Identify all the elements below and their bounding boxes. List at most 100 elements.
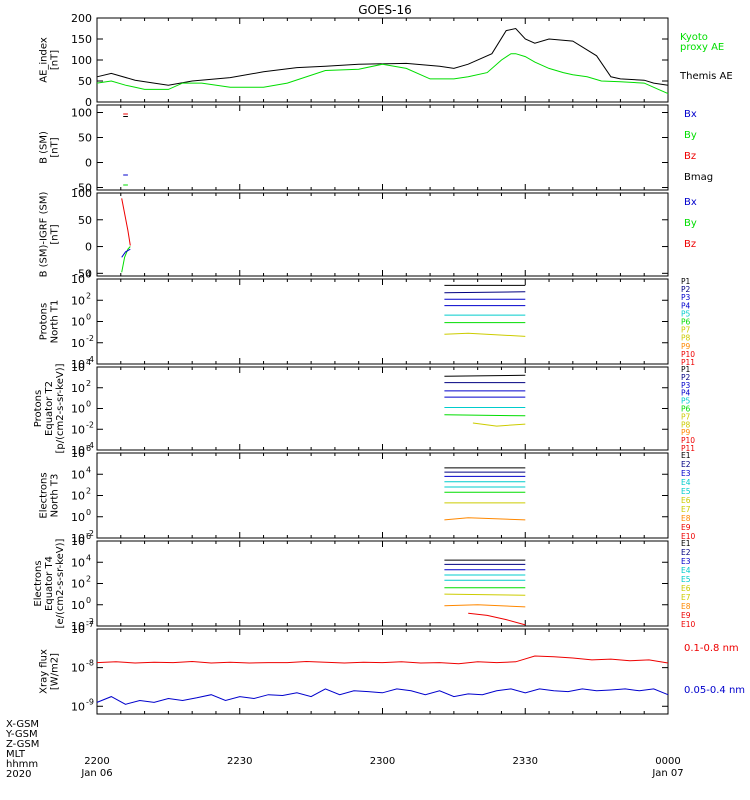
y-tick-exponent: 4 <box>86 465 91 474</box>
y-axis-label: Electrons <box>33 560 44 606</box>
panel-frame <box>96 540 669 627</box>
legend-entry: By <box>684 218 697 229</box>
panel-b-sm-igrf: -50 0 50 100 B (SM)-IGRF (SM) [nT] Bx By Bz <box>39 187 697 280</box>
y-tick-label: 50 <box>78 75 92 88</box>
y-tick-exponent: 4 <box>86 553 91 562</box>
y-tick-label: 10 <box>71 447 85 460</box>
y-tick-label: 10 <box>71 662 85 675</box>
y-axis-label: Equator T2 <box>44 381 55 436</box>
legend-entry: P8 <box>681 334 691 343</box>
y-tick-exponent: 0 <box>86 596 91 605</box>
series-p7 <box>472 422 526 427</box>
legend-entry: P2 <box>681 285 691 294</box>
legend-entry: Bz <box>684 239 696 250</box>
y-tick-label: -50 <box>74 182 92 195</box>
y-tick-exponent: 0 <box>86 508 91 517</box>
legend-entry: E8 <box>681 514 691 523</box>
y-tick-exponent: -4 <box>86 441 94 450</box>
y-tick-label: 10 <box>71 623 85 636</box>
legend-entry: P4 <box>681 301 691 310</box>
legend-entry: P1 <box>681 365 691 374</box>
series-e9 <box>468 612 526 626</box>
series-by <box>121 246 131 273</box>
y-tick-label: 10 <box>71 294 85 307</box>
legend-entry: Bx <box>684 109 697 120</box>
y-axis-label: AE_index <box>39 37 50 83</box>
legend-entry: E9 <box>681 523 691 532</box>
y-tick-exponent: -9 <box>86 697 94 706</box>
y-tick-exponent: 0 <box>86 400 91 409</box>
y-tick-label: 10 <box>71 337 85 350</box>
y-tick-label: 10 <box>71 599 85 612</box>
legend-entry: E5 <box>681 575 691 584</box>
legend-entry: P9 <box>681 342 691 351</box>
time-tick-date: Jan 06 <box>80 768 112 779</box>
y-axis-label: [nT] <box>50 50 61 70</box>
y-tick-exponent: 2 <box>86 487 91 496</box>
legend-entry: E6 <box>681 496 691 505</box>
legend-entry: P2 <box>681 373 691 382</box>
y-tick-label: 10 <box>71 535 85 548</box>
panel-frame <box>96 278 669 365</box>
y-tick-exponent: -2 <box>86 529 94 538</box>
series-p7 <box>444 332 526 337</box>
y-tick-label: 10 <box>71 316 85 329</box>
y-tick-exponent: 2 <box>86 379 91 388</box>
y-axis-label: Protons <box>39 303 50 340</box>
legend-entry: E7 <box>681 505 691 514</box>
y-tick-exponent: 4 <box>86 358 91 367</box>
panel-b-sm: -50 0 50 100 B (SM) [nT] Bx By Bz Bmag <box>39 104 713 195</box>
y-axis-label: North T3 <box>50 474 61 518</box>
legend-entry: Kyoto <box>680 32 708 43</box>
series-e8 <box>444 604 526 608</box>
y-tick-exponent: -2 <box>86 617 94 626</box>
legend-entry: E7 <box>681 593 691 602</box>
y-axis-label: North T1 <box>50 300 61 344</box>
y-tick-label: 10 <box>71 403 85 416</box>
y-axis-label: [W/m2] <box>50 653 61 690</box>
legend-entry: E4 <box>681 566 691 575</box>
y-tick-label: 10 <box>71 490 85 503</box>
legend-entry: E8 <box>681 602 691 611</box>
plot-title: GOES-16 <box>358 3 412 17</box>
series-themis-ae <box>96 27 669 86</box>
y-tick-label: 50 <box>78 214 92 227</box>
legend-entry: P10 <box>681 436 695 445</box>
time-tick-label: 2200 <box>84 756 109 767</box>
legend-entry: Bmag <box>684 172 713 183</box>
y-tick-label: 10 <box>71 444 85 457</box>
legend-entry: E3 <box>681 557 691 566</box>
time-axis-row-label: hhmm <box>6 759 38 770</box>
legend-entry: P11 <box>681 358 695 367</box>
legend-entry: P5 <box>681 397 691 406</box>
legend-entry: E10 <box>681 620 696 629</box>
y-tick-label: 10 <box>71 511 85 524</box>
y-tick-label: 100 <box>71 187 92 200</box>
legend-entry: P6 <box>681 318 691 327</box>
legend-entry: P1 <box>681 277 691 286</box>
panel-frame <box>96 628 669 715</box>
y-tick-label: 10 <box>71 423 85 436</box>
legend-entry: E5 <box>681 487 691 496</box>
y-axis-label: Protons <box>33 390 44 427</box>
legend-entry: P7 <box>681 326 691 335</box>
legend-entry: P10 <box>681 350 695 359</box>
y-tick-label: 10 <box>71 273 85 286</box>
panel-frame <box>96 366 669 451</box>
series-bx <box>121 248 131 258</box>
y-tick-label: 10 <box>71 361 85 374</box>
y-axis-label: Xray flux <box>39 649 50 694</box>
time-tick-date: Jan 07 <box>651 768 683 779</box>
legend-entry: E9 <box>681 611 691 620</box>
y-tick-label: 200 <box>71 12 92 25</box>
legend-entry: Themis AE <box>679 71 733 82</box>
time-tick-label: 2300 <box>370 756 395 767</box>
series-e8 <box>444 517 526 521</box>
